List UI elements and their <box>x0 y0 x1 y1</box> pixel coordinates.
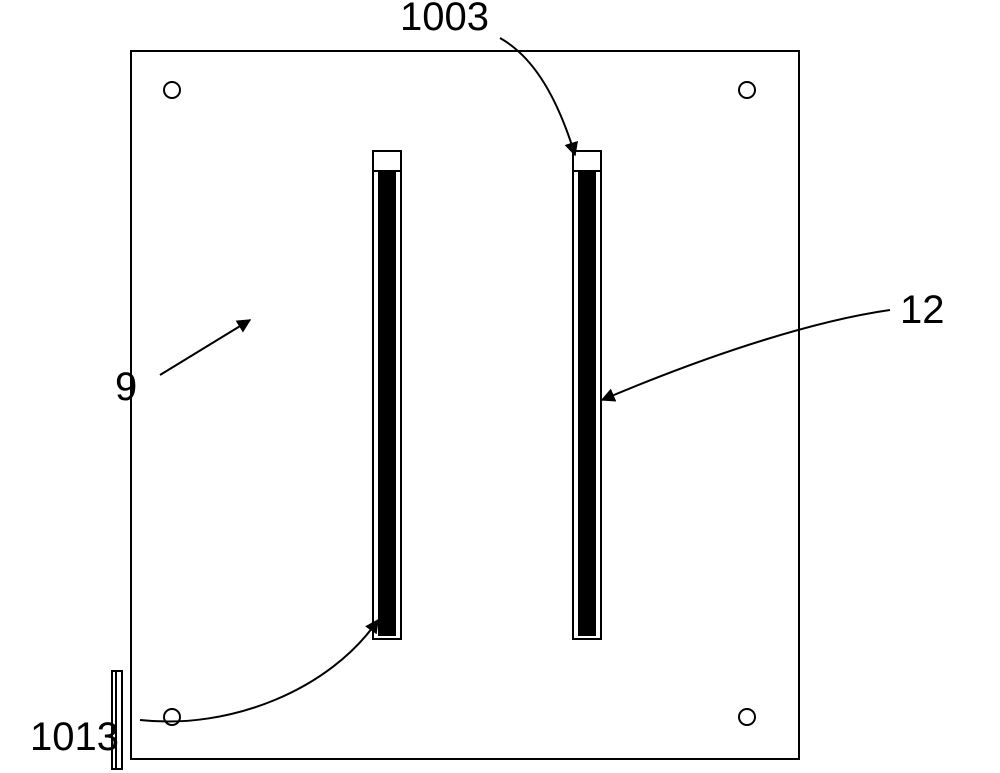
mounting-hole-br <box>738 708 756 726</box>
slot-left-cap <box>372 150 402 172</box>
slot-right-cap <box>572 150 602 172</box>
diagram-stage: 1003 9 12 1013 <box>0 0 1000 773</box>
label-1003: 1003 <box>400 0 489 40</box>
diagram-plate <box>130 50 800 760</box>
mounting-hole-tl <box>163 81 181 99</box>
mounting-hole-tr <box>738 81 756 99</box>
slot-left-fill <box>378 172 396 636</box>
label-1013: 1013 <box>30 715 119 760</box>
slot-right-fill <box>578 172 596 636</box>
label-12: 12 <box>900 288 945 333</box>
mounting-hole-bl <box>163 708 181 726</box>
label-9: 9 <box>115 365 137 410</box>
